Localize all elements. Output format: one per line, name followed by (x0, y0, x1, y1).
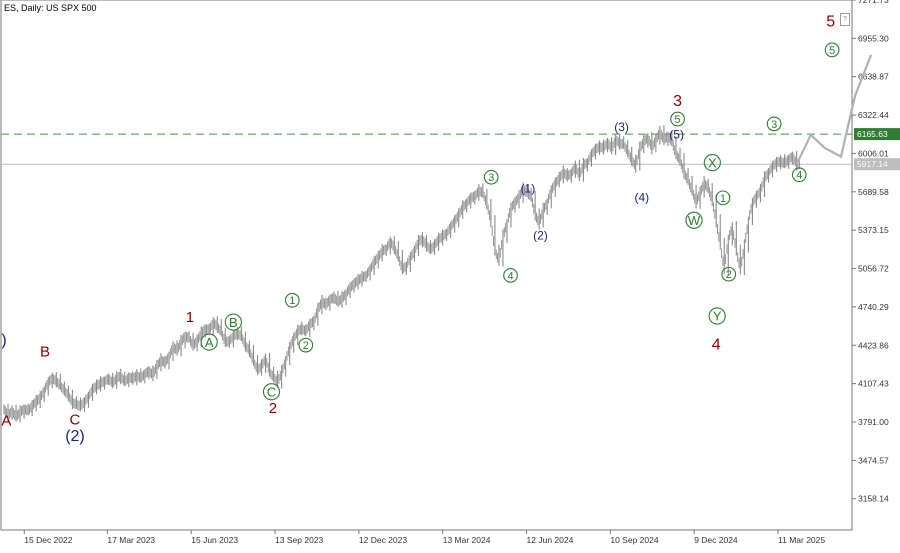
resistance-price-label: 6165.63 (857, 129, 888, 139)
y-tick-label: 5056.72 (858, 264, 889, 274)
current-price-label: 5917.14 (857, 159, 888, 169)
y-tick-label: 4423.86 (858, 340, 889, 350)
y-tick-label: 6638.87 (858, 72, 889, 82)
wave-label: X (708, 155, 717, 170)
wave-label: (2) (65, 428, 85, 445)
wave-label-circle (766, 116, 782, 132)
wave-label: A (205, 335, 214, 350)
wave-label-circle (721, 266, 737, 282)
y-tick-label: 7271.73 (858, 0, 889, 5)
wave-label: 4 (507, 270, 513, 282)
wave-label: ) (1, 332, 6, 349)
wave-label: C (267, 384, 276, 399)
wave-label: 1 (720, 193, 726, 205)
y-tick-label: 3474.57 (858, 455, 889, 465)
wave-label-circle (284, 292, 300, 308)
wave-label-circle (483, 169, 499, 185)
x-tick-label: 13 Sep 2023 (275, 535, 323, 545)
wave-label: A (1, 413, 11, 430)
wave-label: 3 (673, 93, 682, 110)
y-tick-label: 6006.01 (858, 148, 889, 158)
y-tick-label: 4107.43 (858, 379, 889, 389)
wave-label: (3) (614, 120, 629, 134)
x-tick-label: 10 Sep 2024 (610, 535, 658, 545)
x-tick-label: 11 Mar 2025 (778, 535, 825, 545)
wave-label: (5) (669, 127, 684, 141)
wave-label: (1) (521, 181, 536, 195)
y-tick-label: 6322.44 (858, 110, 889, 120)
y-tick-label: 4740.29 (858, 302, 889, 312)
wave-label-circle (824, 42, 840, 58)
wave-label-circle (685, 211, 703, 229)
wave-label-circle (708, 307, 726, 325)
wave-label: 1 (289, 295, 295, 307)
x-tick-label: 13 Mar 2024 (443, 535, 491, 545)
wave-label: 3 (771, 119, 777, 131)
x-tick-label: 9 Dec 2024 (694, 535, 738, 545)
y-tick-label: 3158.14 (858, 494, 889, 504)
x-tick-label: 15 Dec 2022 (24, 535, 72, 545)
wave-label: 4 (796, 170, 802, 182)
y-tick-label: 5373.15 (858, 225, 889, 235)
wave-label-circle (298, 337, 314, 353)
y-tick-label: 3791.00 (858, 417, 889, 427)
chart-title: ES, Daily: US SPX 500 (4, 3, 97, 13)
wave-label: Y (713, 309, 722, 324)
x-tick-label: 17 Mar 2023 (107, 535, 155, 545)
wave-label: 2 (726, 269, 732, 281)
wave-label: 1 (186, 309, 194, 326)
projection-path (795, 54, 873, 165)
wave-label-circle (224, 313, 242, 331)
y-tick-label: 5689.58 (858, 187, 889, 197)
wave-label: 3 (488, 172, 494, 184)
wave-label-circle (715, 190, 731, 206)
wave-label-circle (262, 383, 281, 401)
wave-label: C (70, 411, 81, 428)
wave-label-circle (703, 154, 721, 172)
current-price-tag (854, 158, 900, 171)
wave-label: (4) (635, 191, 650, 205)
x-tick-label: 12 Dec 2023 (359, 535, 407, 545)
y-tick-label: 6955.30 (858, 33, 889, 43)
wave-label: 5 (829, 45, 835, 57)
wave-label-circle (200, 333, 218, 351)
wave-label-circle (670, 111, 685, 127)
wave-label: (2) (533, 229, 548, 243)
plot-frame (0, 0, 853, 531)
wave-label-circle (503, 268, 518, 283)
wave-label: 2 (269, 400, 277, 417)
info-icon[interactable]: ? (840, 13, 850, 26)
wave-label: B (229, 315, 238, 330)
wave-label: 2 (303, 340, 309, 352)
x-tick-label: 15 Jun 2023 (191, 535, 238, 545)
wave-label: 5 (826, 14, 835, 31)
resistance-price-tag (854, 128, 900, 141)
x-tick-label: 12 Jun 2024 (527, 535, 574, 545)
wave-label: B (40, 344, 50, 361)
wave-label: W (688, 213, 701, 228)
wave-label: 4 (712, 337, 721, 354)
wave-label-circle (791, 167, 807, 183)
wave-label: 5 (675, 114, 681, 126)
